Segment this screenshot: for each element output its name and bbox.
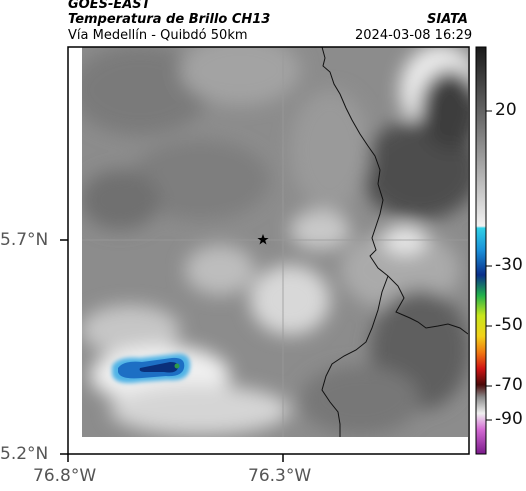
colorbar-tick-label: -70	[495, 375, 523, 395]
timestamp-label: 2024-03-08 16:29	[355, 28, 473, 43]
lon-tick-label: 76.8°W	[33, 466, 97, 486]
department-border	[321, 47, 468, 335]
colorbar-tick-label: -50	[495, 315, 523, 335]
cold-cloud-cell	[112, 353, 191, 383]
product-source: GOES-EAST	[68, 0, 151, 12]
colorbar-tick-label: -90	[495, 409, 523, 429]
colorbar-tick-label: 20	[495, 100, 517, 120]
colorbar	[475, 46, 492, 455]
lat-tick-label: 5.7°N	[0, 230, 49, 250]
producer-label: SIATA	[427, 12, 468, 27]
region-label: Vía Medellín - Quibdó 50km	[68, 28, 248, 43]
department-border-south	[321, 275, 389, 437]
product-title: Temperatura de Brillo CH13	[68, 12, 271, 27]
satellite-image	[82, 47, 468, 437]
star-icon	[257, 234, 269, 245]
map-frame	[67, 46, 470, 455]
lat-tick-label: 5.2°N	[0, 444, 49, 464]
lon-tick-label: 76.3°W	[248, 466, 312, 486]
colorbar-tick-label: -30	[495, 255, 523, 275]
